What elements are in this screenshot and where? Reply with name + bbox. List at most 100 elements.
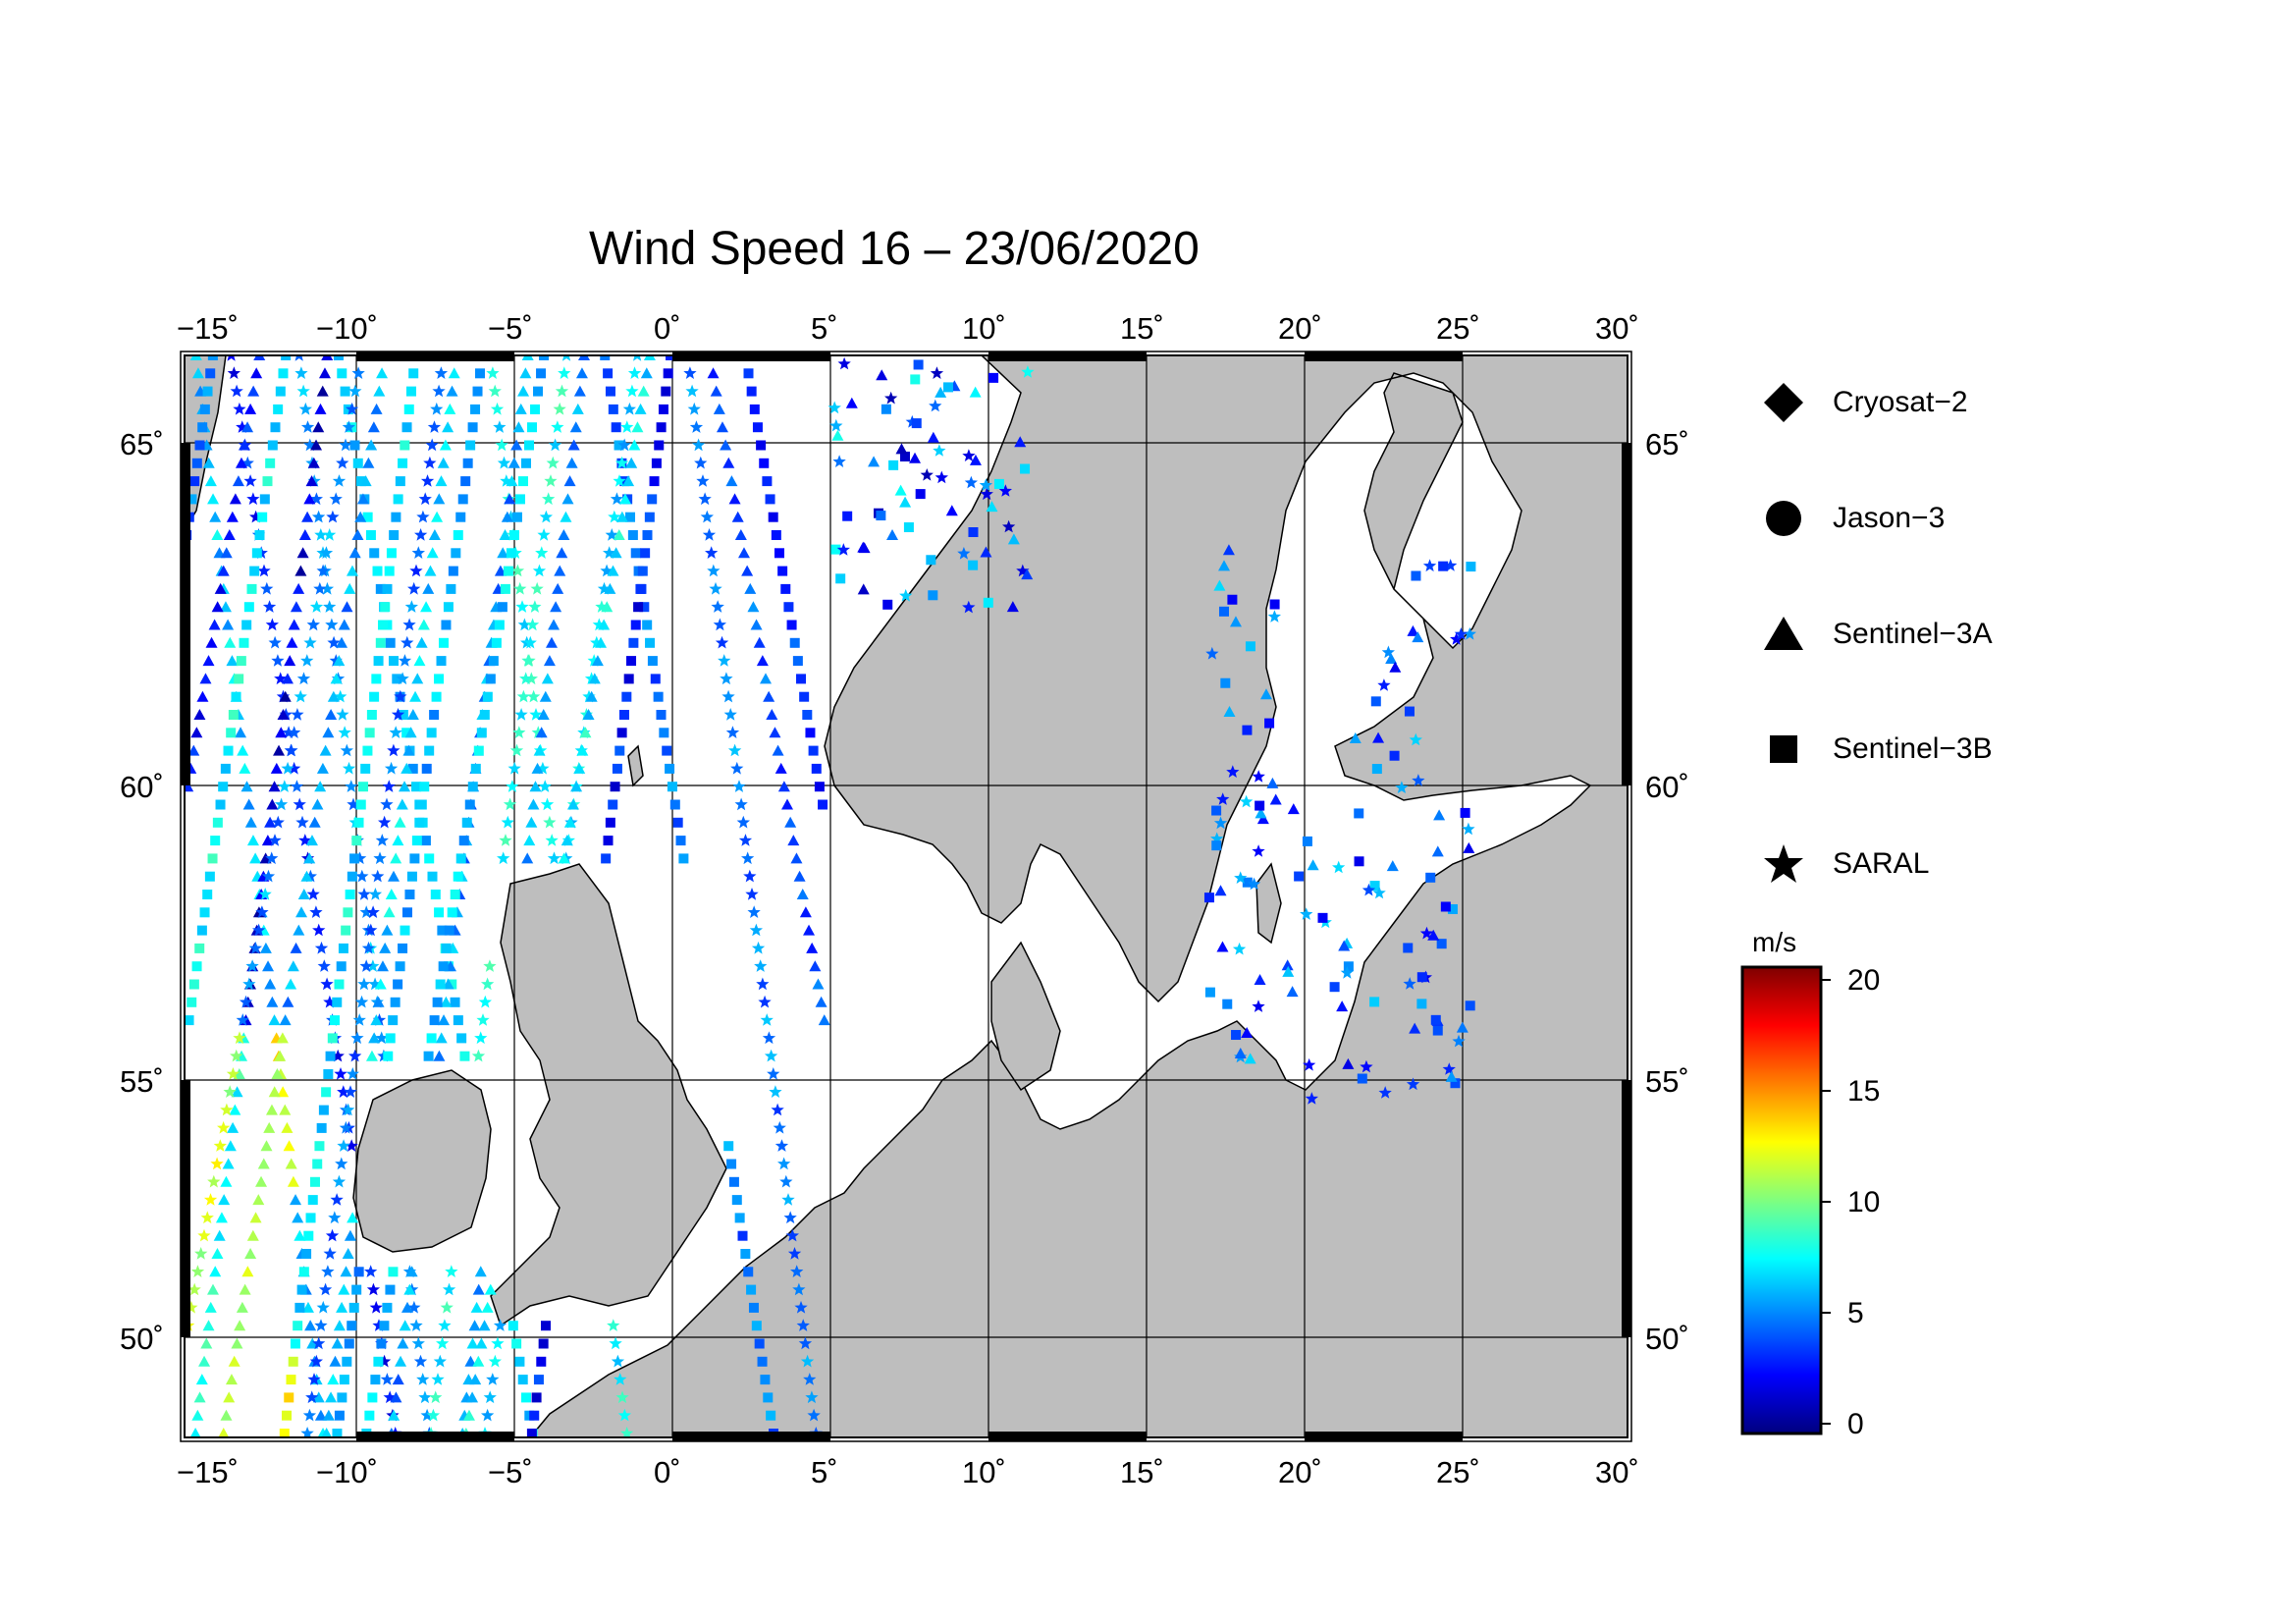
track-point <box>418 492 432 506</box>
track-point <box>374 978 387 990</box>
track-point <box>409 1319 423 1331</box>
track-point <box>461 817 472 828</box>
track-point <box>642 530 653 540</box>
track-point <box>471 1049 486 1062</box>
track-point <box>969 454 982 465</box>
track-point <box>364 728 375 738</box>
track-point <box>707 564 721 577</box>
track-point <box>1213 579 1226 591</box>
track-point <box>488 1354 502 1368</box>
track-point <box>762 1031 776 1045</box>
track-point <box>448 566 458 576</box>
track-point <box>271 654 285 667</box>
track-point <box>327 1374 340 1385</box>
track-point <box>339 1375 349 1385</box>
track-point <box>223 745 234 756</box>
track-point <box>347 1321 357 1331</box>
track-point <box>1438 561 1449 571</box>
track-point <box>523 835 536 846</box>
track-point <box>448 367 460 379</box>
track-point <box>565 457 578 468</box>
track-point <box>208 619 221 630</box>
track-point <box>202 890 213 899</box>
track-point <box>270 422 281 433</box>
track-point <box>290 780 304 792</box>
track-point <box>236 656 246 667</box>
track-point <box>191 961 202 972</box>
track-point <box>330 673 343 684</box>
track-point <box>576 744 589 756</box>
track-point <box>539 510 553 523</box>
track-point <box>1252 844 1265 857</box>
track-point <box>391 512 401 522</box>
track-point <box>777 566 788 576</box>
track-point <box>231 691 241 702</box>
lon-tick-label: 20˚ <box>1278 1455 1322 1489</box>
track-point <box>398 943 408 953</box>
track-point <box>504 510 518 523</box>
track-point <box>527 689 541 703</box>
track-point <box>342 420 355 433</box>
track-point <box>630 620 641 630</box>
track-point <box>433 1050 446 1061</box>
track-point <box>618 493 631 505</box>
track-point <box>1281 959 1294 971</box>
track-point <box>371 869 385 883</box>
track-point <box>720 672 733 685</box>
track-point <box>234 674 244 684</box>
track-point <box>639 602 650 613</box>
track-point <box>1369 881 1380 892</box>
track-point <box>296 547 309 559</box>
track-point <box>390 1391 402 1403</box>
track-point <box>218 1194 231 1206</box>
track-point <box>303 493 316 505</box>
track-point <box>367 1392 378 1403</box>
track-point <box>308 816 321 828</box>
track-point <box>472 1283 485 1295</box>
track-point <box>707 367 720 379</box>
track-point <box>634 403 647 414</box>
lon-tick-label: −5˚ <box>488 1455 533 1489</box>
track-point <box>261 869 276 883</box>
track-point <box>239 762 251 774</box>
track-point <box>204 871 215 882</box>
track-point <box>202 457 215 468</box>
track-point <box>373 385 386 397</box>
track-point <box>348 1302 359 1313</box>
track-point <box>213 1229 226 1241</box>
track-point <box>239 439 251 451</box>
track-point <box>1242 725 1253 735</box>
track-point <box>1282 965 1295 977</box>
track-point <box>249 566 260 576</box>
track-point <box>336 1301 348 1313</box>
track-point <box>769 727 781 738</box>
track-point <box>934 386 947 398</box>
track-point <box>279 1014 292 1026</box>
track-point <box>298 1267 309 1277</box>
track-point <box>306 1337 319 1349</box>
track-point <box>284 655 296 667</box>
track-point <box>620 1427 634 1437</box>
track-point <box>303 438 317 452</box>
track-point <box>226 511 239 522</box>
track-point <box>376 367 389 379</box>
track-point <box>207 493 220 505</box>
track-point <box>290 601 302 613</box>
track-point <box>1340 966 1354 979</box>
track-point <box>771 1103 784 1116</box>
track-point <box>579 727 592 738</box>
track-point <box>337 1085 350 1098</box>
track-point <box>556 547 568 559</box>
track-point <box>384 761 399 775</box>
track-point <box>218 782 229 792</box>
lon-tick-label: 30˚ <box>1595 311 1639 346</box>
track-point <box>380 1373 394 1385</box>
track-point <box>799 691 810 702</box>
track-point <box>275 386 286 397</box>
track-point <box>336 636 348 648</box>
track-point <box>787 835 800 846</box>
track-point <box>249 852 262 864</box>
track-point <box>934 470 948 484</box>
track-point <box>316 564 330 577</box>
track-point <box>743 1267 754 1277</box>
